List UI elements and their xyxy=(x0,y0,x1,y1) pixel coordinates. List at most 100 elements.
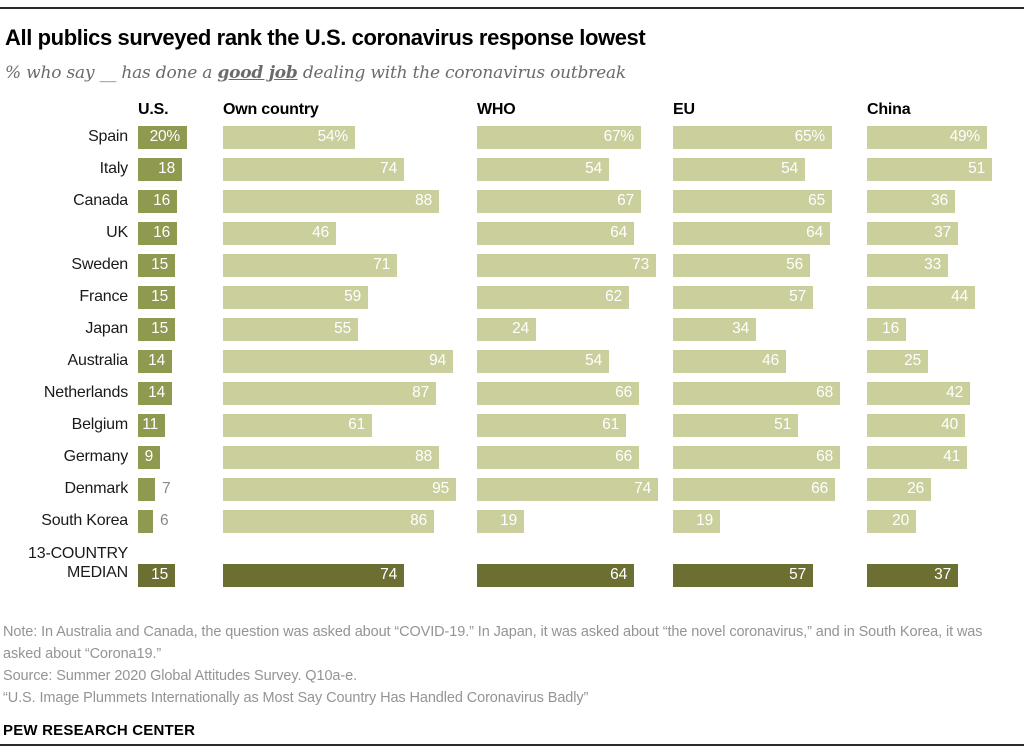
median-label-line: 13-COUNTRY xyxy=(28,545,128,562)
country-bar: 54 xyxy=(477,349,609,373)
bar-value-label: 67 xyxy=(617,192,634,209)
country-row: France 15 59 62 57 44 xyxy=(0,281,1024,313)
page-title: All publics surveyed rank the U.S. coron… xyxy=(5,25,646,50)
bar-cell: 57 xyxy=(673,281,867,313)
bar-value-label: 94 xyxy=(429,352,446,369)
bar-cell: 87 xyxy=(223,377,477,409)
bar-value-label: 15 xyxy=(151,566,168,583)
country-row: Denmark 7 95 74 66 26 xyxy=(0,473,1024,505)
bar-cell: 65 xyxy=(673,185,867,217)
country-bar: 19 xyxy=(673,509,720,533)
bar-value-label: 59 xyxy=(344,288,361,305)
bar-cell: 34 xyxy=(673,313,867,345)
country-row: Germany 9 88 66 68 41 xyxy=(0,441,1024,473)
bar-value-label: 11 xyxy=(142,416,158,433)
bar-value-label: 68 xyxy=(816,384,833,401)
row-label: Spain xyxy=(88,128,128,145)
bar-value-label: 64 xyxy=(610,566,627,583)
bar-cell: 25 xyxy=(867,345,1024,377)
country-bar: 66 xyxy=(477,445,639,469)
bar-cell: 67 xyxy=(477,185,673,217)
bottom-rule xyxy=(0,744,1024,746)
country-bar: 66 xyxy=(477,381,639,405)
bar-value-label: 51 xyxy=(774,416,791,433)
country-bar: 26 xyxy=(867,477,931,501)
bar-value-label: 14 xyxy=(148,352,165,369)
bar-cell: 6 xyxy=(138,505,223,537)
bar-cell: 41 xyxy=(867,441,1024,473)
us-bar: 9 xyxy=(138,445,160,469)
bar-value-label: 20% xyxy=(149,128,181,145)
bar-value-label: 25 xyxy=(904,352,921,369)
bar-cell: 14 xyxy=(138,377,223,409)
country-bar: 59 xyxy=(223,285,368,309)
bar-cell: 16 xyxy=(138,185,223,217)
country-bar: 64 xyxy=(477,221,634,245)
median-row: 13-COUNTRY MEDIAN 15 74 64 57 37 xyxy=(0,539,1024,611)
us-bar: 14 xyxy=(138,349,172,373)
country-bar: 20 xyxy=(867,509,916,533)
bar-cell: 40 xyxy=(867,409,1024,441)
bar-value-label: 88 xyxy=(415,192,432,209)
median-bar: 74 xyxy=(223,563,404,587)
column-header-who: WHO xyxy=(477,101,516,118)
country-bar: 71 xyxy=(223,253,397,277)
bar-cell: 18 xyxy=(138,153,223,185)
chart-note: Note: In Australia and Canada, the quest… xyxy=(3,624,983,662)
country-bar: 95 xyxy=(223,477,456,501)
bar-cell: 20% xyxy=(138,121,223,153)
bar-value-label: 95 xyxy=(432,480,449,497)
country-bar: 67 xyxy=(477,189,641,213)
median-label-line: MEDIAN xyxy=(66,564,128,581)
bar-cell: 19 xyxy=(477,505,673,537)
bar-cell: 15 xyxy=(138,249,223,281)
subtitle-suffix: dealing with the coronavirus outbreak xyxy=(297,63,626,83)
country-bar: 51 xyxy=(673,413,798,437)
bar-value-label: 36 xyxy=(931,192,948,209)
bar-cell: 46 xyxy=(223,217,477,249)
us-bar: 14 xyxy=(138,381,172,405)
country-bar: 55 xyxy=(223,317,358,341)
bar-cell: 64 xyxy=(673,217,867,249)
bar-value-label: 40 xyxy=(941,416,958,433)
bar-cell: 88 xyxy=(223,441,477,473)
median-bar: 15 xyxy=(138,563,175,587)
bar-value-label: 57 xyxy=(789,566,806,583)
bar-cell: 16 xyxy=(867,313,1024,345)
bar-cell: 49% xyxy=(867,121,1024,153)
bar-value-label: 46 xyxy=(312,224,329,241)
bar-cell: 33 xyxy=(867,249,1024,281)
bar-value-label: 33 xyxy=(924,256,941,273)
bar-value-label: 65% xyxy=(794,128,826,145)
bar-cell: 37 xyxy=(867,539,1024,611)
bar-value-label: 66 xyxy=(615,384,632,401)
bar-value-label: 71 xyxy=(373,256,390,273)
median-bar: 64 xyxy=(477,563,634,587)
bar-cell: 66 xyxy=(673,473,867,505)
country-bar: 36 xyxy=(867,189,955,213)
bar-cell: 59 xyxy=(223,281,477,313)
row-label: UK xyxy=(106,224,128,241)
bar-cell: 55 xyxy=(223,313,477,345)
row-label: Australia xyxy=(67,352,129,369)
bar-cell: 56 xyxy=(673,249,867,281)
bar-value-label: 15 xyxy=(151,256,168,273)
bar-value-label: 74 xyxy=(380,566,397,583)
us-bar: 15 xyxy=(138,253,175,277)
country-bar: 62 xyxy=(477,285,629,309)
country-bar: 54% xyxy=(223,125,355,149)
country-bar: 46 xyxy=(673,349,786,373)
median-bar: 57 xyxy=(673,563,813,587)
country-bar: 24 xyxy=(477,317,536,341)
bar-value-label: 15 xyxy=(151,288,168,305)
country-bar: 49% xyxy=(867,125,987,149)
country-bar: 67% xyxy=(477,125,641,149)
country-bar: 64 xyxy=(673,221,830,245)
bar-cell: 74 xyxy=(223,539,477,611)
country-bar: 94 xyxy=(223,349,453,373)
bar-value-label: 88 xyxy=(415,448,432,465)
bar-cell: 64 xyxy=(477,217,673,249)
us-bar: 20% xyxy=(138,125,187,149)
country-bar: 44 xyxy=(867,285,975,309)
bar-chart: U.S. Own country WHO EU China Spain 20% 54… xyxy=(0,95,1024,611)
